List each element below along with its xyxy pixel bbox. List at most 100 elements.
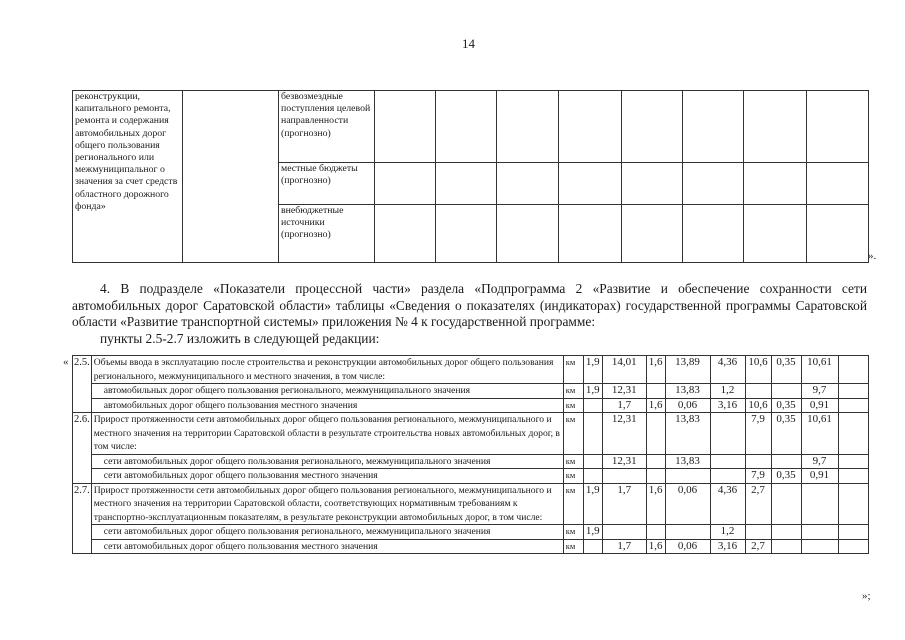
value-cell: 7,9	[744, 468, 772, 484]
unit-cell: км	[562, 482, 584, 525]
value-cell	[800, 538, 839, 554]
value-cell	[645, 453, 666, 469]
value-cell: 9,7	[800, 453, 839, 469]
value-cell: 10,6	[744, 397, 772, 413]
value-cell	[601, 524, 647, 540]
value-cell: 0,06	[664, 538, 711, 554]
value-cell: 0,91	[800, 468, 839, 484]
value-cell	[601, 468, 647, 484]
indicator-name: автомобильных дорог общего пользования р…	[90, 383, 564, 399]
value-cell: 1,2	[709, 383, 746, 399]
source-cell: местные бюджеты (прогнозно)	[278, 162, 375, 205]
indicator-number: 2.5.	[72, 355, 92, 413]
indicator-name: Прирост протяженности сети автомобильных…	[90, 482, 564, 525]
value-cell: 10,6	[744, 355, 772, 384]
funding-table: реконструкции, капитального ремонта, рем…	[72, 90, 869, 263]
table-row: сети автомобильных дорог общего пользова…	[73, 453, 869, 469]
value-cell	[800, 482, 839, 525]
value-cell	[837, 538, 869, 554]
value-cell: 7,9	[744, 412, 772, 455]
table-row: сети автомобильных дорог общего пользова…	[73, 468, 869, 484]
value-cell	[770, 383, 802, 399]
indicator-name: Прирост протяженности сети автомобильных…	[90, 412, 564, 455]
value-cell	[582, 468, 603, 484]
table-row: 2.5. Объемы ввода в эксплуатацию после ст…	[72, 355, 869, 413]
unit-cell: км	[562, 412, 584, 455]
value-cell: 10,61	[800, 355, 839, 384]
indicator-name: Объемы ввода в эксплуатацию после строит…	[90, 355, 564, 384]
value-cell: 0,35	[770, 355, 802, 384]
value-cell: 12,31	[601, 412, 647, 455]
value-cell: 13,83	[664, 412, 711, 455]
funding-description: реконструкции, капитального ремонта, рем…	[72, 90, 183, 263]
indicator-name: сети автомобильных дорог общего пользова…	[90, 468, 564, 484]
value-cell	[837, 468, 869, 484]
page-number: 14	[462, 36, 475, 51]
table-row: сети автомобильных дорог общего пользова…	[73, 538, 869, 554]
value-cell: 4,36	[709, 355, 746, 384]
unit-cell: км	[562, 468, 584, 484]
value-cell	[837, 412, 869, 455]
unit-cell: км	[562, 453, 584, 469]
indicator-name: сети автомобильных дорог общего пользова…	[90, 453, 564, 469]
indicator-number: 2.6.	[72, 412, 92, 484]
value-cell	[664, 468, 711, 484]
unit-cell: км	[562, 538, 584, 554]
table-row: сети автомобильных дорог общего пользова…	[73, 524, 869, 540]
value-cell	[770, 482, 802, 525]
value-cell: 9,7	[800, 383, 839, 399]
value-cell	[770, 524, 802, 540]
indicator-table: 2.5. Объемы ввода в эксплуатацию после ст…	[72, 355, 869, 554]
value-cell: 13,83	[664, 453, 711, 469]
value-cell	[837, 482, 869, 525]
value-cell	[837, 397, 869, 413]
value-cell	[645, 468, 666, 484]
value-cell	[837, 383, 869, 399]
table-row: 2.7. Прирост протяженности сети автомобил…	[72, 482, 869, 554]
value-cell: 13,83	[664, 383, 711, 399]
value-cell	[709, 468, 746, 484]
value-cell: 1,9	[582, 383, 603, 399]
value-cell: 1,9	[582, 482, 603, 525]
value-cell	[837, 453, 869, 469]
value-cell: 1,7	[601, 538, 647, 554]
value-cell: 14,01	[601, 355, 647, 384]
value-cell: 1,7	[601, 397, 647, 413]
value-cell: 0,35	[770, 397, 802, 413]
amendment-instruction: пункты 2.5-2.7 изложить в следующей реда…	[100, 331, 380, 346]
value-cell: 2,7	[744, 538, 772, 554]
value-cell	[709, 453, 746, 469]
value-cell: 0,06	[664, 482, 711, 525]
value-cell	[645, 383, 666, 399]
value-cell	[770, 538, 802, 554]
value-cell	[800, 524, 839, 540]
table-row: автомобильных дорог общего пользования м…	[73, 397, 869, 413]
close-quote: »;	[862, 590, 871, 602]
table-row: 2.6. Прирост протяженности сети автомобил…	[72, 412, 869, 484]
value-cell: 1,6	[645, 538, 666, 554]
value-cell	[582, 453, 603, 469]
unit-cell: км	[562, 355, 584, 384]
value-cell: 0,35	[770, 468, 802, 484]
value-cell: 13,89	[664, 355, 711, 384]
value-cell	[709, 412, 746, 455]
value-cell	[744, 383, 772, 399]
value-cell: 1,6	[645, 355, 666, 384]
indicator-number: 2.7.	[72, 482, 92, 554]
source-cell: внебюджетные источники (прогнозно)	[278, 204, 375, 263]
value-cell	[645, 524, 666, 540]
unit-cell: км	[562, 397, 584, 413]
value-cell: 1,2	[709, 524, 746, 540]
value-cell: 12,31	[601, 453, 647, 469]
value-cell	[645, 412, 666, 455]
value-cell: 3,16	[709, 538, 746, 554]
value-cell	[770, 453, 802, 469]
value-cell: 0,06	[664, 397, 711, 413]
value-cell: 3,16	[709, 397, 746, 413]
value-cell: 1,9	[582, 355, 603, 384]
closing-quote: ».	[868, 250, 877, 262]
value-cell	[744, 524, 772, 540]
value-cell: 0,91	[800, 397, 839, 413]
value-cell: 10,61	[800, 412, 839, 455]
value-cell	[582, 412, 603, 455]
